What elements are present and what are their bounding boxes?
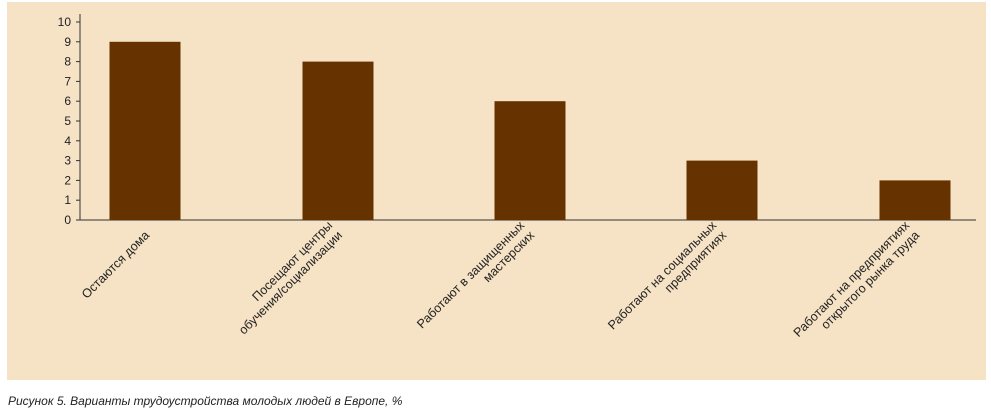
x-tick-label: Работают на предприятияхоткрытого рынка … bbox=[791, 218, 923, 350]
bar bbox=[494, 101, 566, 220]
bar bbox=[879, 180, 951, 220]
y-tick-label: 5 bbox=[64, 114, 71, 128]
y-tick-label: 8 bbox=[64, 55, 71, 69]
x-tick-label: Работают в защищенныхмастерских bbox=[414, 218, 537, 341]
y-tick-label: 9 bbox=[64, 35, 71, 49]
y-tick-label: 10 bbox=[58, 15, 72, 29]
y-tick-label: 7 bbox=[64, 74, 71, 88]
x-tick-label: Посещают центрыобучения/социализации bbox=[226, 218, 345, 337]
x-tick-label: Остаются дома bbox=[79, 228, 152, 301]
x-tick-label-line: открытого рынка труда bbox=[818, 228, 922, 332]
x-tick-label-line: Остаются дома bbox=[79, 228, 152, 301]
y-tick-label: 1 bbox=[64, 193, 71, 207]
bar bbox=[302, 61, 374, 220]
x-tick-label-line: Посещают центры bbox=[250, 218, 336, 304]
y-tick-label: 2 bbox=[64, 173, 71, 187]
bar bbox=[109, 41, 181, 220]
x-tick-label: Работают на социальныхпредприятиях bbox=[605, 218, 729, 342]
x-tick-label-line: обучения/социализации bbox=[236, 228, 345, 337]
x-tick-label-line: Работают в защищенных bbox=[414, 218, 527, 331]
figure-caption: Рисунок 5. Варианты трудоустройства моло… bbox=[8, 394, 403, 408]
y-tick-label: 6 bbox=[64, 94, 71, 108]
x-tick-label-line: Работают на предприятиях bbox=[791, 218, 913, 340]
y-tick-label: 3 bbox=[64, 154, 71, 168]
y-tick-label: 0 bbox=[64, 213, 71, 227]
x-tick-label-line: Работают на социальных bbox=[605, 218, 720, 333]
bar bbox=[686, 160, 758, 220]
y-tick-label: 4 bbox=[64, 134, 71, 148]
